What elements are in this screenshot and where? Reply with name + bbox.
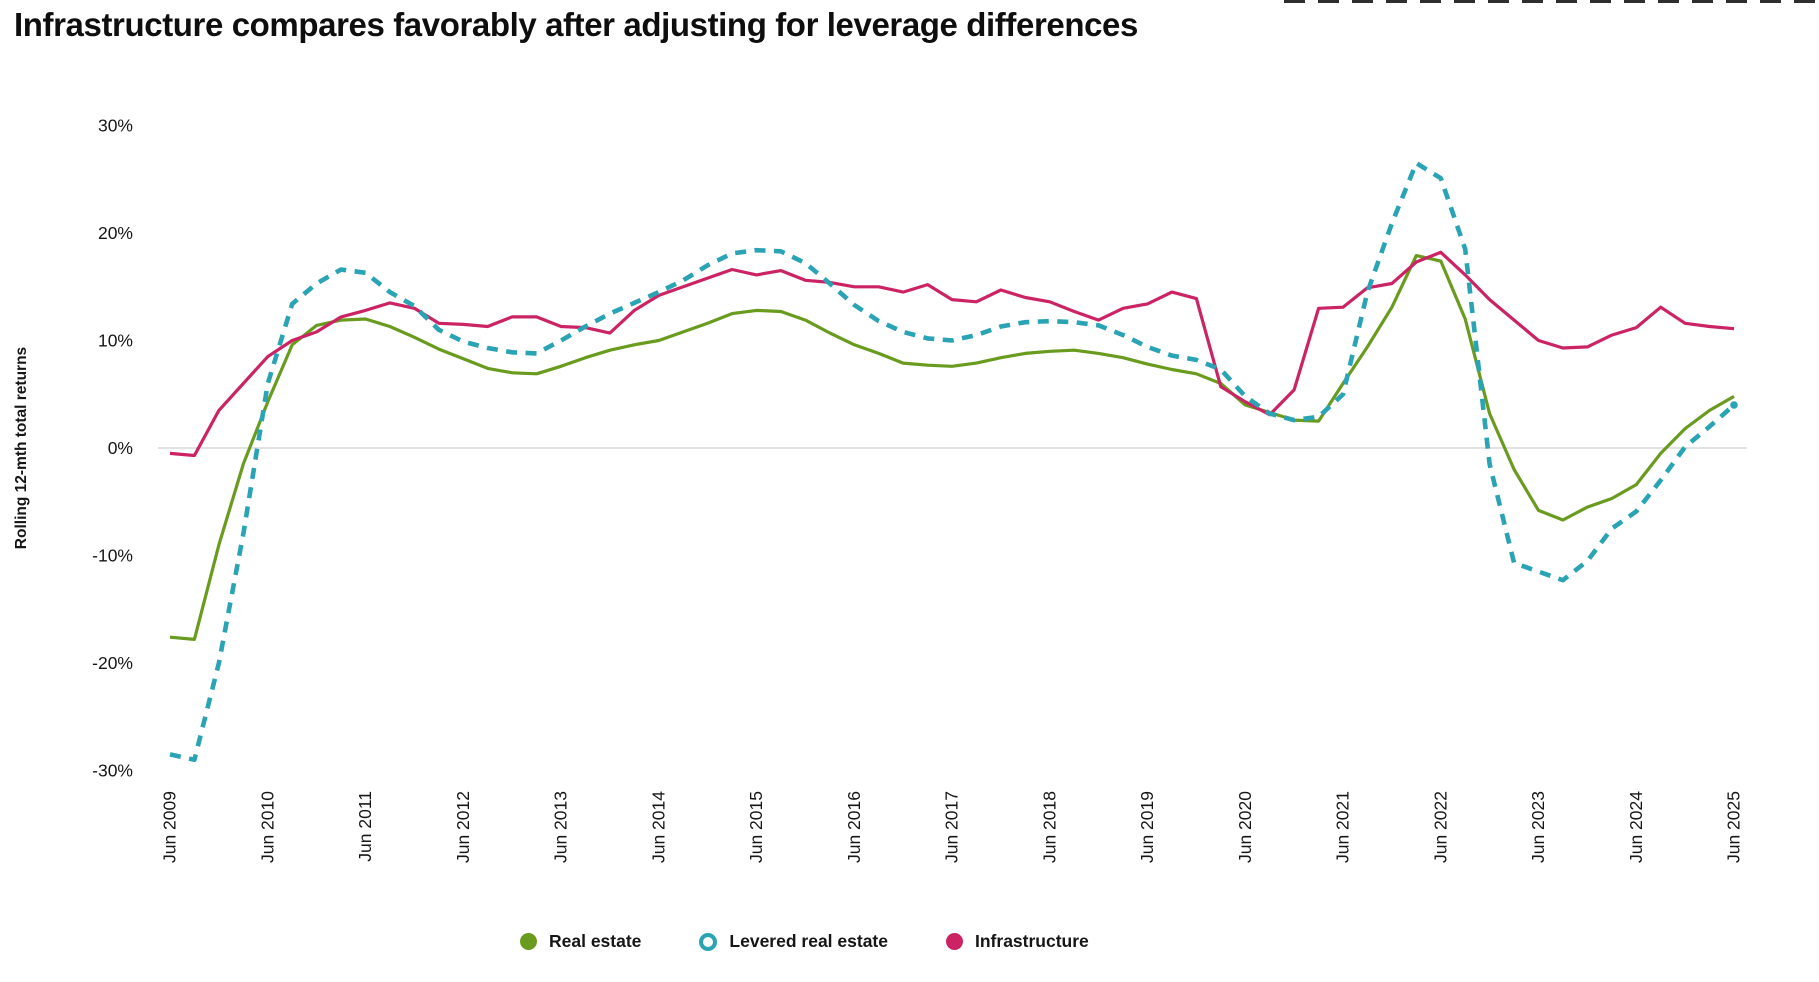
x-tick-label: Jun 2025 bbox=[1724, 791, 1744, 863]
y-tick-label: -20% bbox=[92, 653, 133, 673]
legend-label: Levered real estate bbox=[729, 931, 888, 951]
y-tick-label: 0% bbox=[108, 438, 133, 458]
series-line-levered-real-estate bbox=[169, 160, 1736, 763]
x-tick-label: Jun 2016 bbox=[844, 791, 864, 863]
x-tick-label: Jun 2015 bbox=[746, 791, 766, 863]
series-end-dot-levered-real-estate bbox=[1730, 401, 1738, 409]
x-tick-label: Jun 2012 bbox=[453, 791, 473, 863]
y-tick-label: -10% bbox=[92, 546, 133, 566]
x-tick-label: Jun 2018 bbox=[1039, 791, 1059, 863]
legend-label: Infrastructure bbox=[975, 931, 1089, 951]
x-tick-label: Jun 2014 bbox=[648, 791, 668, 863]
y-tick-label: 20% bbox=[98, 223, 133, 243]
filled-circle-icon bbox=[946, 933, 963, 950]
x-tick-label: Jun 2009 bbox=[160, 791, 180, 863]
series-line-infrastructure bbox=[169, 250, 1735, 458]
x-tick-label: Jun 2023 bbox=[1528, 791, 1548, 863]
x-tick-label: Jun 2017 bbox=[942, 791, 962, 863]
legend-item-infrastructure: Infrastructure bbox=[946, 931, 1089, 952]
x-tick-label: Jun 2020 bbox=[1235, 791, 1255, 863]
legend: Real estate Levered real estate Infrastruc… bbox=[520, 931, 1089, 952]
x-tick-label: Jun 2013 bbox=[551, 791, 571, 863]
open-circle-icon bbox=[699, 932, 718, 951]
legend-item-real-estate: Real estate bbox=[520, 931, 641, 952]
x-tick-label: Jun 2022 bbox=[1430, 791, 1450, 863]
filled-circle-icon bbox=[520, 933, 537, 950]
legend-item-levered-real-estate: Levered real estate bbox=[699, 931, 888, 952]
x-tick-label: Jun 2019 bbox=[1137, 791, 1157, 863]
y-tick-label: 30% bbox=[98, 116, 133, 136]
chart-title: Infrastructure compares favorably after … bbox=[14, 6, 1138, 43]
top-right-partial-strip bbox=[1284, 0, 1819, 3]
legend-label: Real estate bbox=[549, 931, 642, 951]
x-tick-label: Jun 2011 bbox=[355, 791, 375, 862]
x-tick-label: Jun 2010 bbox=[257, 791, 277, 863]
x-tick-label: Jun 2024 bbox=[1626, 791, 1646, 863]
y-axis-title: Rolling 12-mth total returns bbox=[13, 347, 30, 549]
y-tick-label: -30% bbox=[92, 761, 133, 781]
y-tick-label: 10% bbox=[98, 331, 133, 351]
series-line-real-estate bbox=[169, 254, 1735, 642]
x-tick-label: Jun 2021 bbox=[1333, 791, 1353, 863]
